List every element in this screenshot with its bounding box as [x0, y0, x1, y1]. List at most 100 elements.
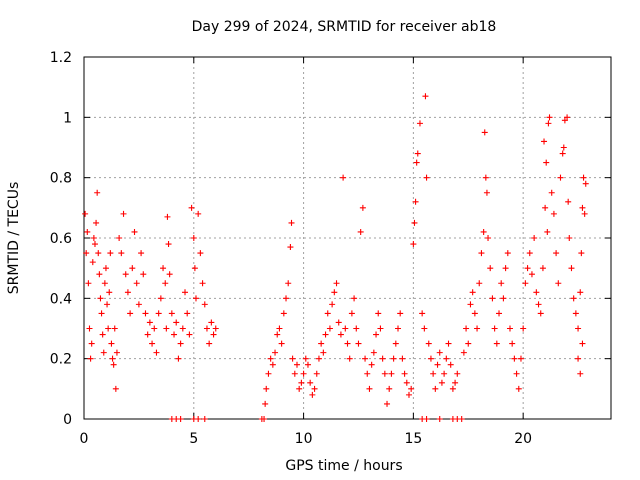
data-point	[296, 385, 303, 392]
data-point	[460, 349, 467, 356]
data-point	[515, 385, 522, 392]
data-point	[582, 180, 589, 187]
data-point	[496, 310, 503, 317]
data-point	[485, 235, 492, 241]
data-point	[267, 355, 274, 362]
data-point	[414, 150, 421, 157]
data-point	[192, 295, 199, 302]
data-point	[445, 340, 452, 347]
data-point	[208, 319, 215, 326]
data-point	[263, 385, 270, 392]
data-point	[379, 355, 386, 362]
data-point	[302, 355, 309, 362]
data-point	[87, 355, 94, 362]
data-point	[539, 265, 546, 272]
data-point	[140, 271, 147, 278]
data-point	[449, 385, 456, 392]
data-point	[94, 189, 101, 196]
data-point	[351, 295, 358, 302]
data-point	[210, 331, 217, 338]
data-point	[190, 235, 197, 241]
x-tick-label: 0	[80, 431, 89, 447]
data-point	[373, 331, 380, 338]
x-tick-label: 10	[295, 431, 313, 447]
data-point	[113, 349, 120, 356]
data-point	[197, 250, 204, 257]
data-point	[478, 250, 485, 257]
data-point	[122, 271, 129, 278]
data-point	[335, 319, 342, 326]
data-point	[483, 189, 490, 196]
data-point	[548, 189, 555, 196]
data-point	[280, 310, 287, 317]
data-point	[359, 204, 366, 211]
data-point	[474, 325, 481, 332]
data-point	[311, 385, 318, 392]
data-point	[265, 370, 272, 377]
y-tick-label: 0.6	[50, 231, 72, 247]
data-point	[93, 219, 100, 226]
data-point	[315, 355, 322, 362]
data-point	[432, 385, 439, 392]
data-point	[138, 250, 145, 257]
data-point	[480, 228, 487, 235]
data-point	[427, 355, 434, 362]
data-point	[331, 289, 338, 296]
data-point	[579, 340, 586, 347]
data-point	[195, 210, 202, 217]
data-point	[397, 310, 404, 317]
chart-title: Day 299 of 2024, SRMTID for receiver ab1…	[192, 19, 497, 35]
data-point	[498, 280, 505, 287]
data-point	[300, 370, 307, 377]
data-point	[262, 400, 269, 407]
data-point	[377, 325, 384, 332]
data-point	[487, 265, 494, 272]
data-point	[163, 325, 170, 332]
data-point	[96, 271, 103, 278]
data-point	[168, 310, 175, 317]
data-point	[82, 210, 89, 217]
data-point	[278, 340, 285, 347]
data-point	[423, 174, 430, 181]
data-point	[410, 241, 417, 248]
data-point	[441, 370, 448, 377]
data-point	[482, 174, 489, 181]
data-point	[506, 325, 513, 332]
data-point	[544, 228, 551, 235]
data-point	[454, 370, 461, 377]
data-point	[342, 325, 349, 332]
data-point	[333, 280, 340, 287]
data-point	[133, 280, 140, 287]
data-point	[171, 331, 178, 338]
data-point	[513, 370, 520, 377]
data-point	[403, 379, 410, 386]
data-point	[422, 93, 429, 100]
data-point	[110, 361, 117, 368]
data-point	[309, 391, 316, 398]
data-point	[146, 319, 153, 326]
data-point	[149, 340, 156, 347]
data-point	[447, 361, 454, 368]
data-point	[195, 416, 202, 422]
data-point	[287, 244, 294, 251]
y-tick-label: 0.8	[50, 171, 72, 187]
data-point	[313, 370, 320, 377]
data-point	[160, 265, 167, 272]
data-point	[577, 370, 584, 377]
data-point	[99, 331, 106, 338]
data-point	[329, 301, 336, 308]
data-point	[395, 325, 402, 332]
data-point	[91, 241, 98, 248]
data-point	[465, 340, 472, 347]
data-point	[555, 280, 562, 287]
data-point	[581, 210, 588, 217]
y-tick-label: 1	[63, 110, 72, 126]
data-point	[425, 340, 432, 347]
data-point	[524, 265, 531, 272]
data-point	[322, 331, 329, 338]
data-point	[564, 114, 571, 121]
data-point	[364, 370, 371, 377]
data-point	[392, 340, 399, 347]
data-point	[318, 340, 325, 347]
